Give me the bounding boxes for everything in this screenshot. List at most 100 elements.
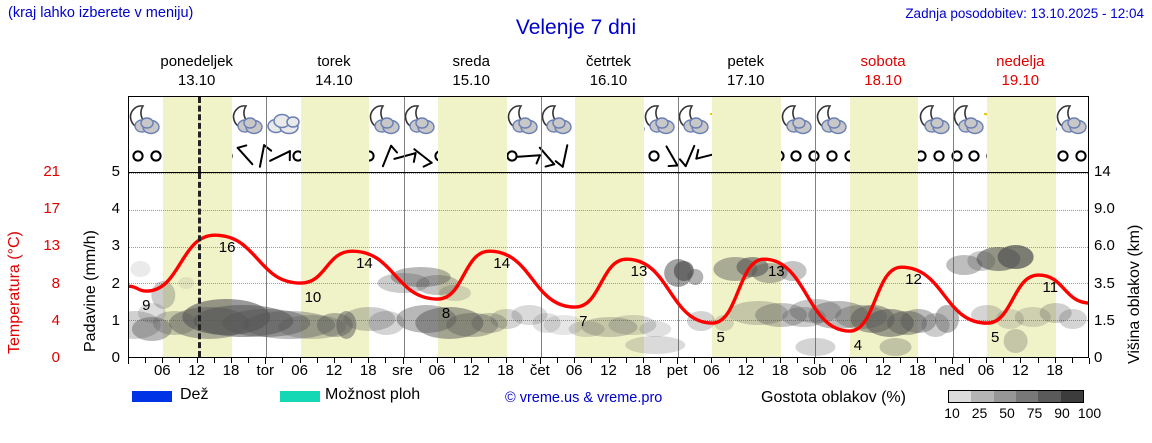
x-axis-label: 12 [325,362,343,379]
moon-cloud-icon [126,100,166,140]
moon-cloud-icon [675,100,715,140]
day-date: 18.10 [864,72,902,89]
calm-wind-icon [926,141,952,169]
wind-barb-icon [659,141,685,169]
calm-wind-icon [641,141,667,169]
x-axis-label: 12 [737,362,755,379]
day-name: nedelja [996,53,1045,70]
day-header-1: torek 14.10 [265,52,402,94]
temperature-value-label: 9 [142,297,151,315]
day-separator [678,97,680,172]
day-name: petek [727,53,765,70]
location-menu-note[interactable]: (kraj lahko izberete v meniju) [8,5,194,21]
x-axis-label: 12 [462,362,480,379]
moon-cloud-icon [778,100,818,140]
x-axis-label: 06 [703,362,720,379]
calm-wind-icon [125,141,151,169]
cloud-height-tick-label: 9.0 [1094,200,1115,218]
x-axis-tick [1037,358,1039,363]
x-axis-tick [797,358,799,363]
x-axis-tick [591,358,593,363]
daylight-band [163,97,232,172]
x-axis-tick [814,358,816,364]
x-axis-labels: 06 12 18 tor 06 12 18 sre 06 12 18 čet 06 12 18 pet 06 12… [128,362,1089,382]
day-date: 14.10 [315,72,353,89]
calm-wind-icon [1050,141,1076,169]
x-axis-tick [728,358,730,363]
cloud-density-swatch [949,391,972,402]
temperature-value-label: 14 [493,255,511,273]
temperature-value-label: 16 [218,239,236,257]
x-axis-tick [436,358,438,363]
temperature-tick-label: 8 [51,274,60,292]
forecast-icons-panel [128,96,1089,172]
cloud-density-swatch [1060,391,1083,402]
cloud-density-swatch [993,391,1016,402]
x-axis-tick [762,358,764,363]
day-name: sreda [452,53,490,70]
daylight-band [300,97,370,172]
temperature-value-label: 7 [579,313,588,331]
cloud-density-field [129,245,1087,356]
temperature-curve [129,233,1088,333]
day-name: sobota [860,53,906,70]
calm-wind-icon [944,141,970,169]
x-axis-tick [1054,358,1056,363]
day-date: 13.10 [177,72,216,89]
temperature-tick-label: 17 [43,200,60,218]
x-axis-label: 06 [977,362,995,379]
x-axis-tick [848,358,850,363]
moon-cloud-icon [1053,100,1093,140]
x-axis-label: 18 [634,362,652,379]
moon-cloud-icon [950,100,990,140]
wind-barb-icon [267,141,293,169]
cloud-height-tick-label: 6.0 [1094,237,1115,255]
showers-color-swatch [280,391,320,402]
wind-barb-icon [392,141,418,169]
x-axis-ticks [128,358,1090,364]
calm-wind-icon [801,141,827,169]
horizontal-gridline [129,320,1088,322]
x-axis-label: sre [392,362,413,379]
x-axis-tick [608,358,610,363]
x-axis-tick [248,358,250,363]
x-axis-tick [162,358,164,363]
x-axis-tick [213,358,215,363]
day-date: 17.10 [726,72,765,89]
daylight-band [712,97,782,172]
x-axis-tick [454,358,456,363]
x-axis-label: 06 [840,362,858,379]
day-separator [952,97,954,172]
day-separator [540,173,542,357]
cloud-density-swatch [1015,391,1039,402]
temperature-value-label: 13 [767,263,785,281]
cloud-density-scale-ticks: 10 25 50 75 90 100 [940,405,1101,423]
moon-cloud-icon [504,100,544,140]
temperature-value-label: 11 [1042,279,1059,297]
wind-barb-icon [552,141,578,169]
day-separator [266,173,268,357]
daylight-band [849,97,919,172]
cloud-density-tick-label: 50 [999,405,1015,421]
cloud-height-axis-title: Višina oblakov (km) [1126,224,1143,364]
wind-barb-icon [232,141,258,169]
forecast-plot: 9 16 10 14 8 14 7 13 5 13 4 12 5 11 [128,172,1089,358]
x-axis-tick [831,358,833,363]
moon-cloud-icon [538,100,578,140]
horizontal-gridline [129,246,1088,248]
copyright-label[interactable]: © vreme.us & vreme.pro [505,390,663,406]
daylight-band [575,97,644,172]
precipitation-axis-title: Padavine (mm/h) [82,230,99,352]
x-axis-tick [1089,358,1090,364]
day-header-4: petek 17.10 [677,52,814,94]
cloud-density-tick-label: 90 [1054,405,1070,421]
x-axis-tick [711,358,713,363]
calm-wind-icon [143,141,169,169]
wind-barb-icon [677,141,703,169]
current-time-marker [197,173,201,357]
rain-color-swatch [132,391,172,402]
x-axis-tick [402,358,404,364]
moon-cloud-icon [401,100,441,140]
x-axis-label: 18 [909,362,926,379]
cloud-height-tick-label: 1.5 [1094,311,1115,329]
